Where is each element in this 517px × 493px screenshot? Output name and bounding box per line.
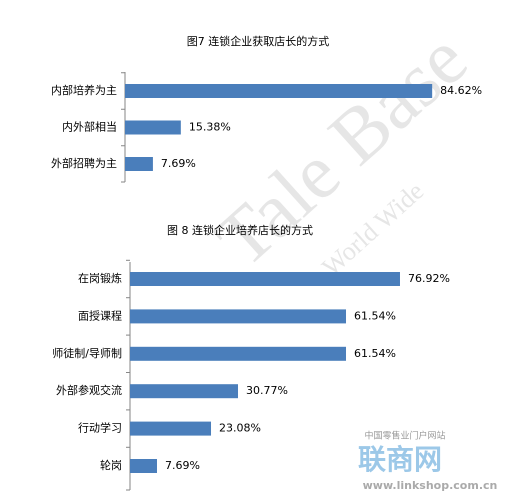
value-label: 15.38% (189, 121, 231, 134)
bar (125, 157, 153, 171)
bar (130, 309, 347, 324)
value-label: 7.69% (161, 157, 196, 170)
bar (130, 384, 239, 399)
category-label: 轮岗 (100, 458, 122, 472)
bar (130, 459, 157, 473)
site-url: www.linkshop.com.cn (363, 479, 498, 492)
category-label: 内部培养为主 (51, 83, 117, 97)
category-label: 行动学习 (78, 421, 122, 435)
bar (130, 421, 212, 436)
value-label: 7.69% (165, 459, 200, 472)
value-label: 76.92% (408, 272, 450, 285)
category-label: 内外部相当 (62, 120, 117, 134)
value-label: 23.08% (219, 422, 261, 435)
chart-title: 图 8 连锁企业培养店长的方式 (167, 223, 313, 237)
value-label: 61.54% (354, 309, 396, 322)
site-name: 联商网 (358, 443, 442, 476)
bar (130, 272, 400, 286)
category-label: 面授课程 (78, 308, 122, 322)
value-label: 61.54% (354, 347, 396, 360)
category-label: 外部参观交流 (56, 383, 122, 397)
chart-title: 图7 连锁企业获取店长的方式 (187, 34, 330, 48)
bar (125, 120, 181, 135)
site-desc: 中国零售业门户网站 (364, 430, 445, 442)
category-label: 外部招聘为主 (51, 156, 117, 170)
value-label: 30.77% (246, 384, 288, 397)
value-label: 84.62% (440, 84, 482, 97)
category-label: 师徒制/导师制 (52, 346, 122, 360)
bar (130, 346, 347, 361)
bar (125, 84, 433, 98)
category-label: 在岗锻炼 (78, 271, 122, 285)
